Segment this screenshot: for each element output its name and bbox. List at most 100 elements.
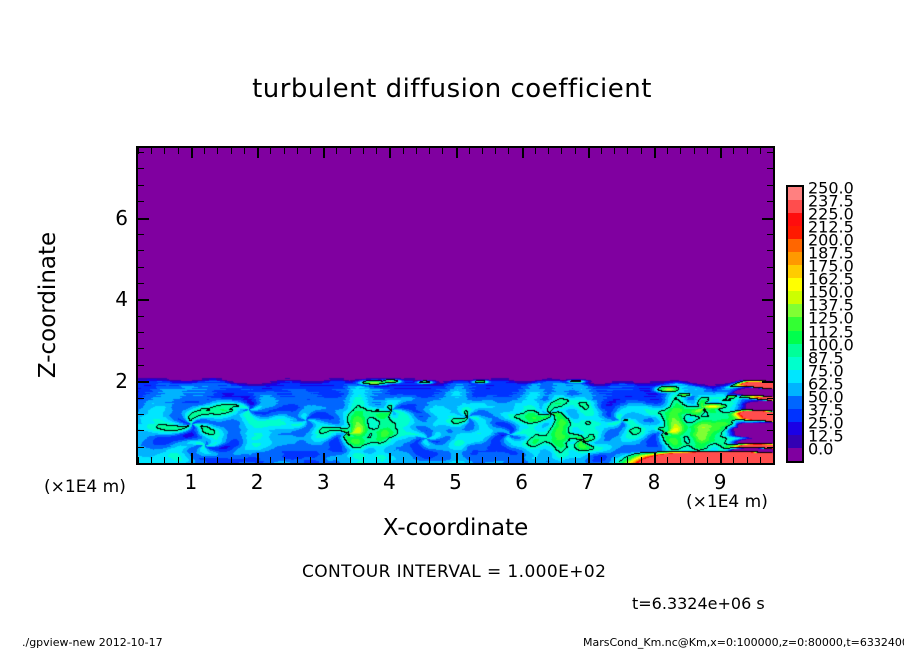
x-tick-top [164,148,166,154]
y-tick-right [767,413,773,415]
contour-interval-note: CONTOUR INTERVAL = 1.000E+02 [302,562,607,582]
x-tick-label: 6 [515,470,529,494]
x-tick-bottom [640,457,642,463]
x-tick-top [442,148,444,154]
colorbar-band [788,343,802,357]
colorbar-tick-label: 25.0 [808,413,844,433]
x-tick-bottom [706,457,708,463]
y-tick-left [138,348,144,350]
colorbar-tick-label: 212.5 [808,217,854,237]
x-tick-bottom [614,457,616,463]
y-tick-left [138,397,144,399]
x-tick-top [653,148,656,158]
x-tick-bottom [376,457,378,463]
x-tick-top [508,148,510,154]
x-tick-bottom [495,457,497,463]
y-tick-right [762,299,773,302]
x-tick-top [521,148,524,158]
x-tick-bottom [429,457,431,463]
y-tick-left [138,463,144,464]
plot-area[interactable] [136,146,775,465]
y-tick-left [138,184,144,186]
x-tick-label: 8 [647,470,661,494]
x-tick-top [309,148,311,154]
x-tick-bottom [190,453,193,463]
x-tick-bottom [204,457,206,463]
x-tick-bottom [177,457,179,463]
x-tick-bottom [362,457,364,463]
x-tick-top [746,148,748,154]
colorbar-tick-label: 175.0 [808,256,854,276]
y-tick-right [767,168,773,170]
x-tick-top [138,148,139,154]
x-tick-top [587,148,590,158]
y-tick-right [767,430,773,432]
colorbar-band [788,356,802,370]
time-stamp-note: t=6.3324e+06 s [632,594,765,613]
x-tick-bottom [680,457,682,463]
y-tick-right [767,364,773,366]
x-tick-top [376,148,378,154]
x-tick-bottom [574,457,576,463]
x-tick-top [561,148,563,154]
y-tick-right [762,381,773,384]
colorbar-band [788,265,802,279]
x-tick-top [190,148,193,158]
x-tick-label: 3 [316,470,330,494]
y-axis-title: Z-coordinate [35,231,61,379]
y-axis-unit: (×1E4 m) [44,477,126,497]
page-title: turbulent diffusion coefficient [252,74,652,104]
y-tick-left [138,332,144,334]
x-tick-top [706,148,708,154]
x-tick-top [323,148,326,158]
x-tick-top [217,148,219,154]
x-tick-bottom [309,457,311,463]
colorbar-tick-label: 50.0 [808,387,844,407]
x-tick-top [759,148,761,154]
colorbar-tick-label: 0.0 [808,439,834,459]
colorbar-band [788,317,802,331]
x-tick-top [349,148,351,154]
y-tick-left [138,299,149,302]
colorbar-band [788,226,802,240]
x-tick-top [468,148,470,154]
y-tick-left [138,250,144,252]
colorbar[interactable] [786,185,804,463]
x-tick-bottom [601,457,603,463]
x-tick-top [640,148,642,154]
x-tick-bottom [561,457,563,463]
x-tick-label: 4 [382,470,396,494]
colorbar-tick-label: 187.5 [808,243,854,263]
x-tick-top [574,148,576,154]
y-tick-right [767,463,773,464]
x-tick-top [429,148,431,154]
x-tick-bottom [773,457,774,463]
y-tick-left [138,152,144,154]
x-tick-bottom [587,453,590,463]
y-tick-left [138,413,144,415]
x-tick-bottom [653,453,656,463]
colorbar-band [788,395,802,409]
x-tick-top [296,148,298,154]
x-tick-top [283,148,285,154]
colorbar-tick-label: 237.5 [808,191,854,211]
y-tick-left [138,381,149,384]
y-tick-label: 6 [115,205,128,230]
colorbar-tick-label: 12.5 [808,426,844,446]
colorbar-tick-label: 162.5 [808,269,854,289]
x-tick-bottom [270,457,272,463]
x-tick-bottom [455,453,458,463]
x-tick-bottom [389,453,392,463]
colorbar-tick-label: 87.5 [808,348,844,368]
x-tick-top [243,148,245,154]
x-axis-title: X-coordinate [382,515,529,541]
y-tick-right [767,315,773,317]
y-tick-left [138,446,144,448]
x-tick-bottom [481,457,483,463]
x-tick-bottom [508,457,510,463]
x-tick-top [204,148,206,154]
x-tick-top [362,148,364,154]
x-tick-bottom [230,457,232,463]
x-tick-top [548,148,550,154]
x-tick-label: 5 [449,470,462,494]
